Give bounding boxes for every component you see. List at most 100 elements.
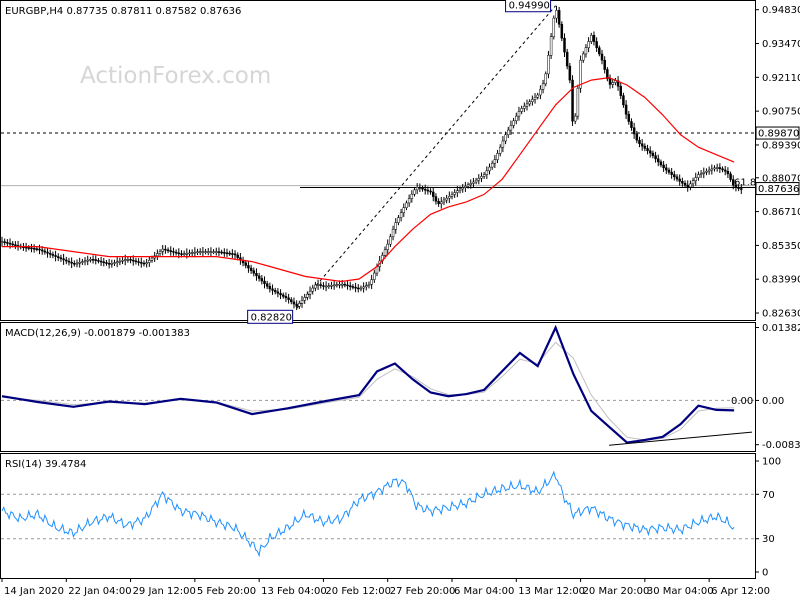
candle-body xyxy=(126,259,130,261)
candle-body xyxy=(107,263,111,265)
price-tick-label: 0.82630 xyxy=(762,309,800,320)
x-tick-label: 13 Mar 12:00 xyxy=(518,586,585,597)
candle-body xyxy=(523,105,526,109)
candle-body xyxy=(105,262,108,264)
price-tick-label: 0.90750 xyxy=(762,107,800,118)
candle-body xyxy=(83,260,87,263)
rsi-tick-label: 30 xyxy=(762,534,775,545)
candle-body xyxy=(67,260,71,263)
candle-body xyxy=(426,189,430,192)
candle-body xyxy=(531,99,534,102)
candle-body xyxy=(48,252,52,255)
price-tick-label: 0.88070 xyxy=(762,173,800,184)
resistance-label: 0.89870 xyxy=(758,129,799,140)
candle-body xyxy=(30,247,33,250)
macd-panel-frame xyxy=(0,322,756,452)
candle-body xyxy=(190,252,194,254)
candle-body xyxy=(3,241,6,243)
candle-body xyxy=(541,83,545,90)
candle-body xyxy=(450,194,454,197)
candle-body xyxy=(196,251,199,253)
candle-body xyxy=(59,257,63,260)
candle-body xyxy=(303,297,306,301)
x-axis: 14 Jan 2020 22 Jan 04:00 29 Jan 12:00 5 Feb… xyxy=(1,578,770,597)
candle-body xyxy=(177,252,181,255)
price-tick-label: 0.86710 xyxy=(762,207,800,218)
candle-body xyxy=(611,82,614,85)
candle-body xyxy=(332,284,336,287)
moving-average-line xyxy=(2,76,735,283)
candle-body xyxy=(678,178,681,182)
high-label-box xyxy=(505,0,552,13)
x-tick-label: 29 Jan 12:00 xyxy=(133,586,196,597)
candle-body xyxy=(512,120,515,126)
macd-series: 0.00 xyxy=(1,324,755,446)
candle-body xyxy=(32,248,36,250)
candle-body xyxy=(166,249,170,252)
candle-body xyxy=(137,261,140,263)
candle-body xyxy=(648,150,652,154)
rsi-tick-label: 100 xyxy=(762,457,781,468)
candle-body xyxy=(91,259,95,261)
candle-body xyxy=(429,190,432,193)
candle-body xyxy=(121,260,124,262)
candle-body xyxy=(78,262,81,264)
low-label: 0.82820 xyxy=(251,312,292,323)
candle-body xyxy=(740,188,743,190)
candle-body xyxy=(75,262,79,265)
rsi-line xyxy=(1,470,735,558)
macd-tick-label: 0.013821 xyxy=(762,323,800,334)
candle-body xyxy=(555,10,558,19)
candle-body xyxy=(217,251,221,253)
candle-body xyxy=(504,134,507,142)
candle-body xyxy=(311,287,314,292)
candle-body xyxy=(193,251,197,254)
candle-body xyxy=(102,261,106,264)
candle-body xyxy=(57,256,60,258)
candle-body xyxy=(362,286,365,289)
candle-body xyxy=(517,111,521,117)
candle-body xyxy=(456,190,459,193)
candle-body xyxy=(675,176,679,180)
rsi-y-axis: 100 70 30 0 xyxy=(755,457,781,579)
candle-body xyxy=(292,301,296,305)
candle-body xyxy=(174,251,178,254)
resistance-label-box xyxy=(755,126,800,140)
candle-body xyxy=(252,270,256,274)
candle-body xyxy=(702,172,706,174)
candle-body xyxy=(689,183,692,188)
high-label: 0.94990 xyxy=(509,1,550,12)
candle-body xyxy=(257,275,261,279)
candle-body xyxy=(624,104,628,115)
candle-body xyxy=(472,181,475,184)
candle-body xyxy=(365,285,368,288)
candle-body xyxy=(598,47,601,55)
candle-body xyxy=(201,251,205,253)
candle-body xyxy=(667,169,671,173)
candle-body xyxy=(43,250,47,253)
candle-body xyxy=(62,258,65,261)
rsi-header: RSI(14) 39.4784 xyxy=(5,459,86,470)
price-series: 0.89870 61.80.87636 0.94990 0.82820 xyxy=(0,0,800,324)
candle-body xyxy=(579,59,582,89)
candle-body xyxy=(638,139,641,145)
candle-body xyxy=(723,169,727,172)
candle-body xyxy=(557,10,561,25)
price-header: EURGBP,H4 0.87735 0.87811 0.87582 0.8763… xyxy=(5,6,241,17)
candle-body xyxy=(24,246,28,249)
candle-body xyxy=(148,260,151,263)
candles xyxy=(0,5,743,311)
candle-body xyxy=(300,300,304,304)
candle-body xyxy=(306,294,309,298)
candle-body xyxy=(697,174,700,178)
candle-body xyxy=(198,251,202,253)
candle-body xyxy=(158,251,162,254)
candle-body xyxy=(466,184,470,187)
candle-body xyxy=(290,299,293,303)
candle-body xyxy=(228,252,231,255)
candle-body xyxy=(220,251,223,254)
candle-body xyxy=(662,164,665,169)
candle-body xyxy=(654,155,657,160)
candle-body xyxy=(595,41,598,49)
x-tick-label: 20 Mar 20:00 xyxy=(583,586,650,597)
